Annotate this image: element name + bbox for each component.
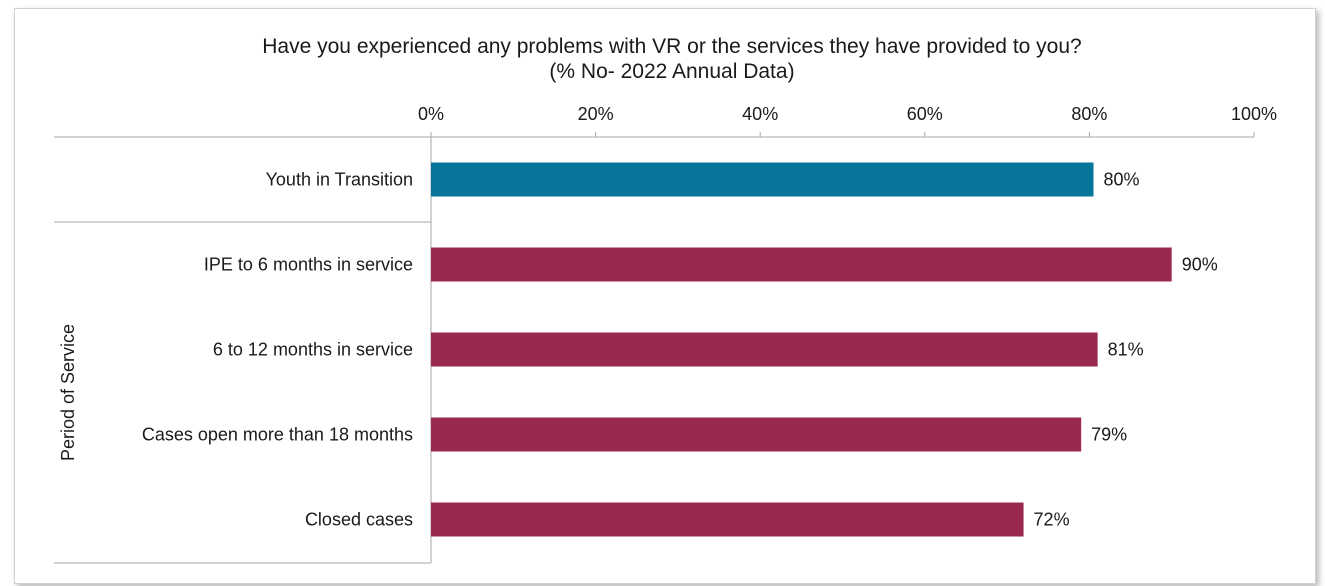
data-label: 79% <box>1091 425 1127 445</box>
data-label: 90% <box>1182 255 1218 275</box>
x-tick-label: 40% <box>742 104 778 124</box>
x-axis-ticks: 0% 20% 40% 60% 80% 100% <box>418 104 1277 137</box>
data-label: 81% <box>1108 340 1144 360</box>
data-labels: 80% 90% 81% 79% 72% <box>1034 170 1218 530</box>
category-label: Cases open more than 18 months <box>142 425 413 445</box>
category-label: 6 to 12 months in service <box>213 340 413 360</box>
category-labels: Youth in Transition IPE to 6 months in se… <box>142 170 413 530</box>
bar <box>431 247 1172 282</box>
bar <box>431 417 1082 452</box>
chart-subtitle: (% No- 2022 Annual Data) <box>549 60 795 83</box>
chart-title-block: Have you experienced any problems with V… <box>14 34 1325 84</box>
group-label: Period of Service <box>58 324 78 461</box>
chart-frame <box>14 8 1316 584</box>
bar <box>431 162 1094 197</box>
bars <box>431 162 1172 537</box>
data-label: 72% <box>1034 510 1070 530</box>
x-tick-label: 20% <box>578 104 614 124</box>
category-label: Closed cases <box>305 510 413 530</box>
category-label: Youth in Transition <box>266 170 413 190</box>
x-tick-label: 80% <box>1071 104 1107 124</box>
chart-title: Have you experienced any problems with V… <box>262 35 1082 58</box>
data-label: 80% <box>1104 170 1140 190</box>
category-label: IPE to 6 months in service <box>204 255 413 275</box>
bar <box>431 502 1024 537</box>
bar <box>431 332 1098 367</box>
x-tick-label: 100% <box>1231 104 1277 124</box>
x-tick-label: 0% <box>418 104 444 124</box>
group-label-container: Period of Service <box>54 221 431 564</box>
x-tick-label: 60% <box>907 104 943 124</box>
